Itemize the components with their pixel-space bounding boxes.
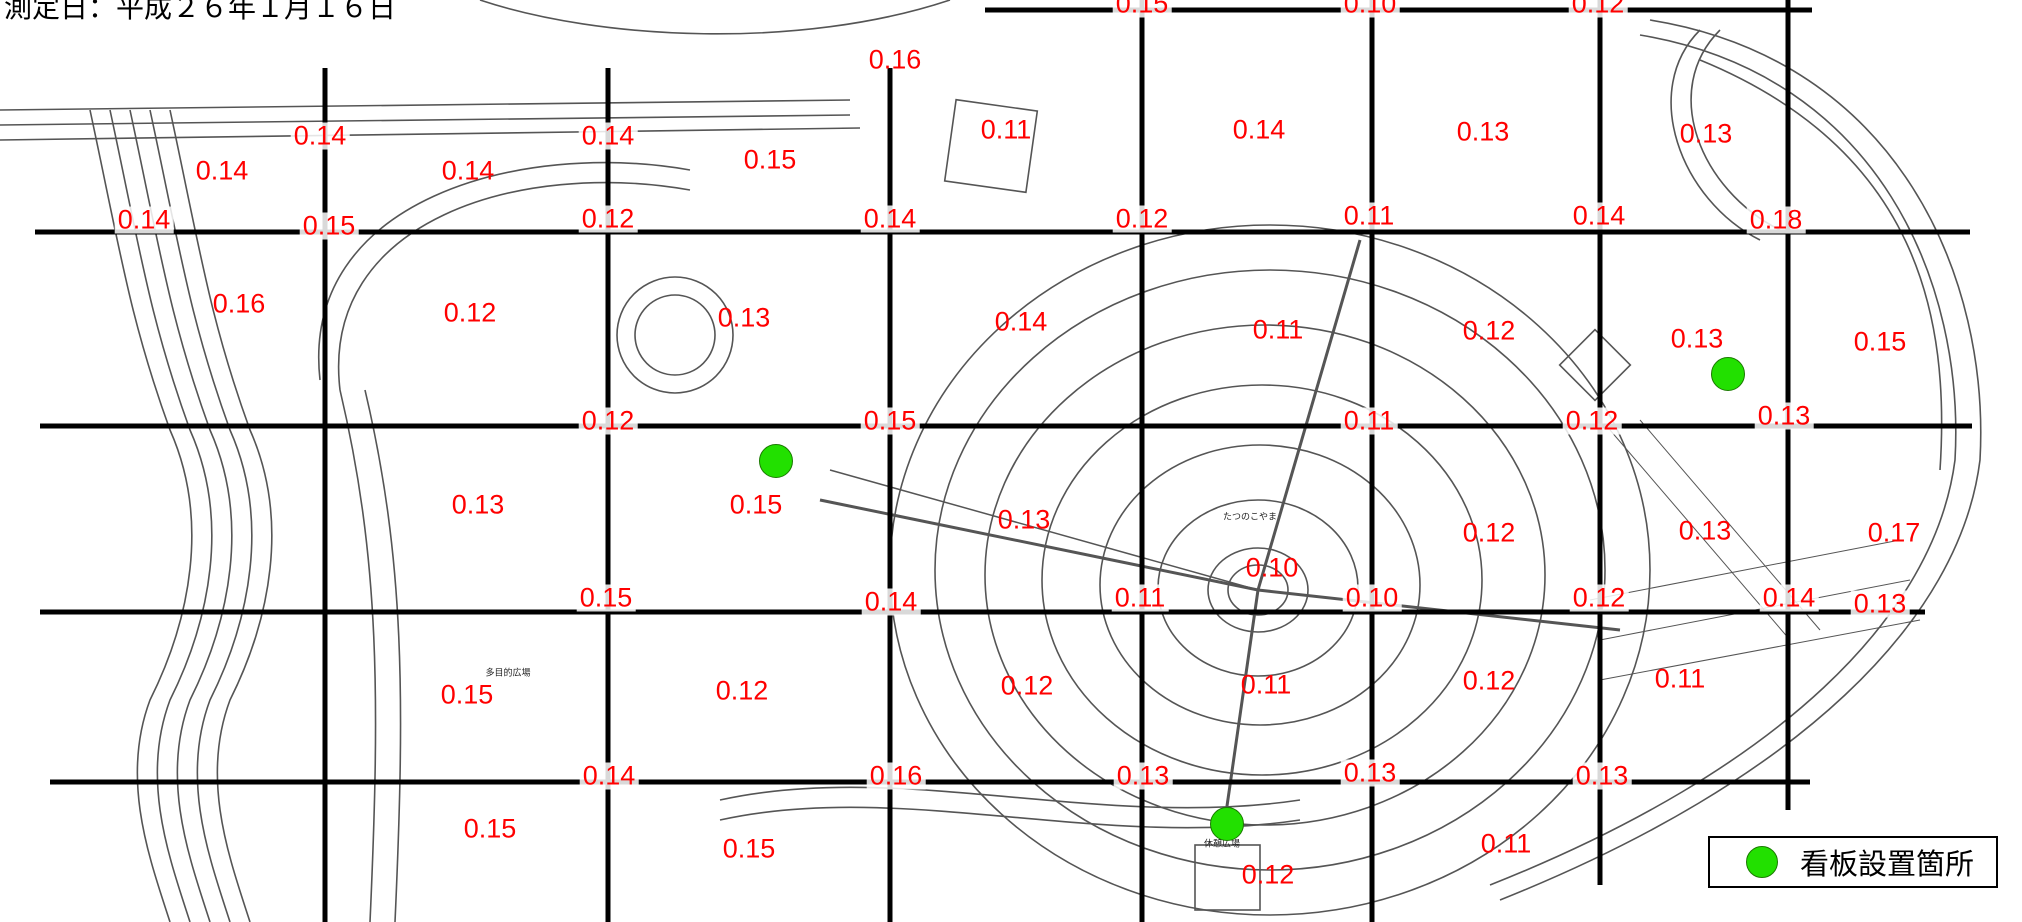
- measurement-value: 0.12: [715, 675, 769, 706]
- measurement-value: 0.14: [861, 588, 921, 616]
- measurement-value: 0.15: [722, 833, 776, 864]
- measurement-value: 0.13: [1754, 402, 1814, 430]
- measurement-value: 0.15: [729, 489, 783, 520]
- measurement-value: 0.12: [443, 297, 497, 328]
- measurement-value: 0.12: [1462, 665, 1516, 696]
- measurement-value: 0.16: [866, 762, 926, 790]
- measurement-value: 0.14: [860, 205, 920, 233]
- measurement-value: 0.13: [1572, 762, 1632, 790]
- measurement-value: 0.13: [451, 489, 505, 520]
- measurement-value: 0.11: [1654, 663, 1706, 694]
- measurement-value: 0.12: [1241, 859, 1295, 890]
- measurement-value: 0.13: [1670, 323, 1724, 354]
- sign-marker[interactable]: [1210, 807, 1244, 841]
- measurement-value: 0.15: [1112, 0, 1172, 18]
- measurement-value: 0.14: [441, 155, 495, 186]
- measurement-value: 0.15: [860, 407, 920, 435]
- measurement-value: 0.12: [1562, 407, 1622, 435]
- measurement-value: 0.18: [1746, 206, 1806, 234]
- legend-label: 看板設置箇所: [1800, 847, 1975, 881]
- measurement-value: 0.11: [1340, 202, 1398, 230]
- measurement-date: 測定日：平成２６年１月１６日: [4, 0, 397, 24]
- measurement-value: 0.14: [1232, 114, 1286, 145]
- measurement-value: 0.16: [868, 44, 922, 75]
- measurement-value: 0.10: [1342, 584, 1402, 612]
- measurement-value: 0.14: [114, 206, 174, 234]
- measurement-value: 0.15: [440, 679, 494, 710]
- measurement-value: 0.11: [1480, 828, 1532, 859]
- measurement-value: 0.11: [1240, 669, 1292, 700]
- measurement-value: 0.11: [980, 114, 1032, 145]
- measurement-value: 0.14: [1759, 584, 1819, 612]
- sign-marker[interactable]: [759, 444, 793, 478]
- legend-marker: [1746, 846, 1778, 878]
- measurement-value: 0.13: [1456, 116, 1510, 147]
- measurement-value: 0.14: [290, 122, 350, 150]
- measurement-value: 0.15: [743, 144, 797, 175]
- measurement-value: 0.12: [578, 205, 638, 233]
- measurement-value: 0.12: [1462, 315, 1516, 346]
- measurement-value: 0.13: [997, 504, 1051, 535]
- rest-area-label: 休憩広場: [1203, 839, 1241, 850]
- measurement-value: 0.13: [717, 302, 771, 333]
- measurement-value: 0.15: [576, 584, 636, 612]
- measurement-value: 0.12: [578, 407, 638, 435]
- measurement-value: 0.12: [1000, 670, 1054, 701]
- measurement-value: 0.14: [195, 155, 249, 186]
- sign-marker[interactable]: [1711, 357, 1745, 391]
- measurement-value: 0.13: [1679, 118, 1733, 149]
- measurement-value: 0.14: [578, 122, 638, 150]
- measurement-value: 0.14: [994, 306, 1048, 337]
- measurement-value: 0.16: [212, 288, 266, 319]
- measurement-value: 0.14: [1569, 202, 1629, 230]
- measurement-value: 0.15: [463, 813, 517, 844]
- measurement-value: 0.10: [1245, 552, 1299, 583]
- measurement-value: 0.11: [1111, 584, 1169, 612]
- measurement-value: 0.12: [1462, 517, 1516, 548]
- measurement-value: 0.12: [1568, 0, 1628, 18]
- hill-label: たつのこやま: [1222, 512, 1278, 523]
- legend: 看板設置箇所: [1708, 836, 1998, 888]
- measurement-value: 0.13: [1678, 515, 1732, 546]
- measurement-value: 0.11: [1252, 314, 1304, 345]
- measurement-value: 0.15: [1853, 326, 1907, 357]
- measurement-value: 0.14: [579, 762, 639, 790]
- measurement-value: 0.11: [1340, 407, 1398, 435]
- measurement-value: 0.10: [1340, 0, 1400, 18]
- measurement-value: 0.13: [1113, 762, 1173, 790]
- measurement-value: 0.12: [1569, 584, 1629, 612]
- measurement-value: 0.13: [1340, 759, 1400, 787]
- measurement-value: 0.17: [1867, 517, 1921, 548]
- measurement-value: 0.15: [299, 212, 359, 240]
- measurement-value: 0.13: [1850, 590, 1910, 618]
- plaza-label: 多目的広場: [485, 668, 531, 679]
- measurement-value: 0.12: [1112, 205, 1172, 233]
